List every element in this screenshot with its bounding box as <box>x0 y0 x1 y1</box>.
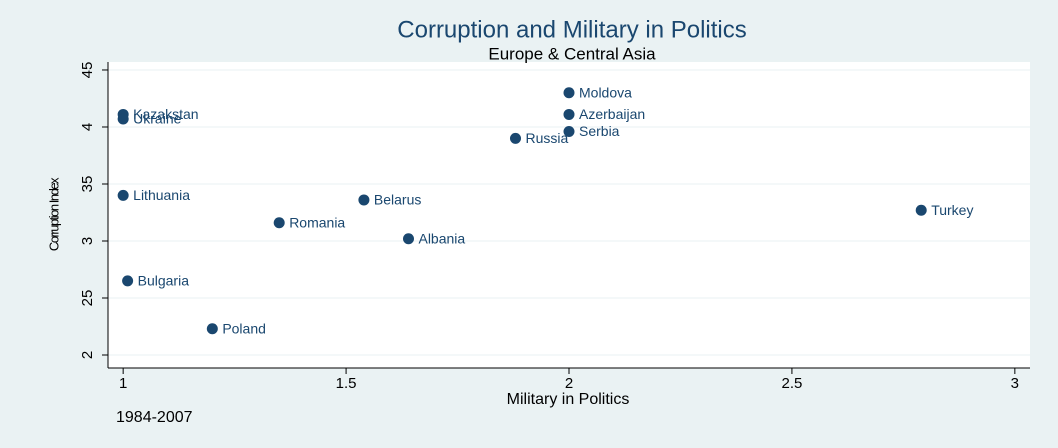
y-tick-label: 35 <box>79 176 96 193</box>
point <box>273 217 285 229</box>
point-label: Poland <box>222 320 266 336</box>
point-label: Kazakstan <box>133 106 198 122</box>
point <box>563 126 575 138</box>
x-tick-label: 2.5 <box>781 375 802 392</box>
point <box>402 233 414 245</box>
point <box>117 189 129 201</box>
point-label: Romania <box>289 214 345 230</box>
point <box>509 132 521 144</box>
point <box>358 194 370 206</box>
point-label: Ukraine <box>133 111 181 127</box>
point <box>122 275 134 287</box>
point <box>563 87 575 99</box>
point <box>117 113 129 125</box>
point-label: Azerbaijan <box>579 106 645 122</box>
y-tick-label: 3 <box>79 237 96 245</box>
x-tick-label: 1 <box>119 375 127 392</box>
x-tick-label: 1.5 <box>336 375 357 392</box>
point <box>915 204 927 216</box>
y-tick-label: 45 <box>79 62 96 79</box>
point-label: Russia <box>525 130 568 146</box>
x-tick-label: 3 <box>1011 375 1019 392</box>
chart-title: Corruption and Military in Politics <box>397 16 746 43</box>
point-label: Lithuania <box>133 187 190 203</box>
y-tick-label: 2 <box>79 351 96 359</box>
y-tick-label: 4 <box>79 123 96 131</box>
point-label: Moldova <box>579 84 632 100</box>
y-axis-label: Corruption Index <box>46 177 61 251</box>
x-axis-label: Military in Politics <box>507 391 630 408</box>
point-label: Bulgaria <box>138 273 190 289</box>
x-tick-label: 2 <box>565 375 573 392</box>
chart-subtitle: Europe & Central Asia <box>488 44 656 63</box>
point-label: Turkey <box>931 202 973 218</box>
point <box>563 108 575 120</box>
note: 1984-2007 <box>116 409 193 426</box>
point-label: Albania <box>418 230 465 246</box>
point-label: Belarus <box>374 192 421 208</box>
point-label: Serbia <box>579 123 620 139</box>
y-tick-label: 25 <box>79 290 96 307</box>
point <box>206 323 218 335</box>
